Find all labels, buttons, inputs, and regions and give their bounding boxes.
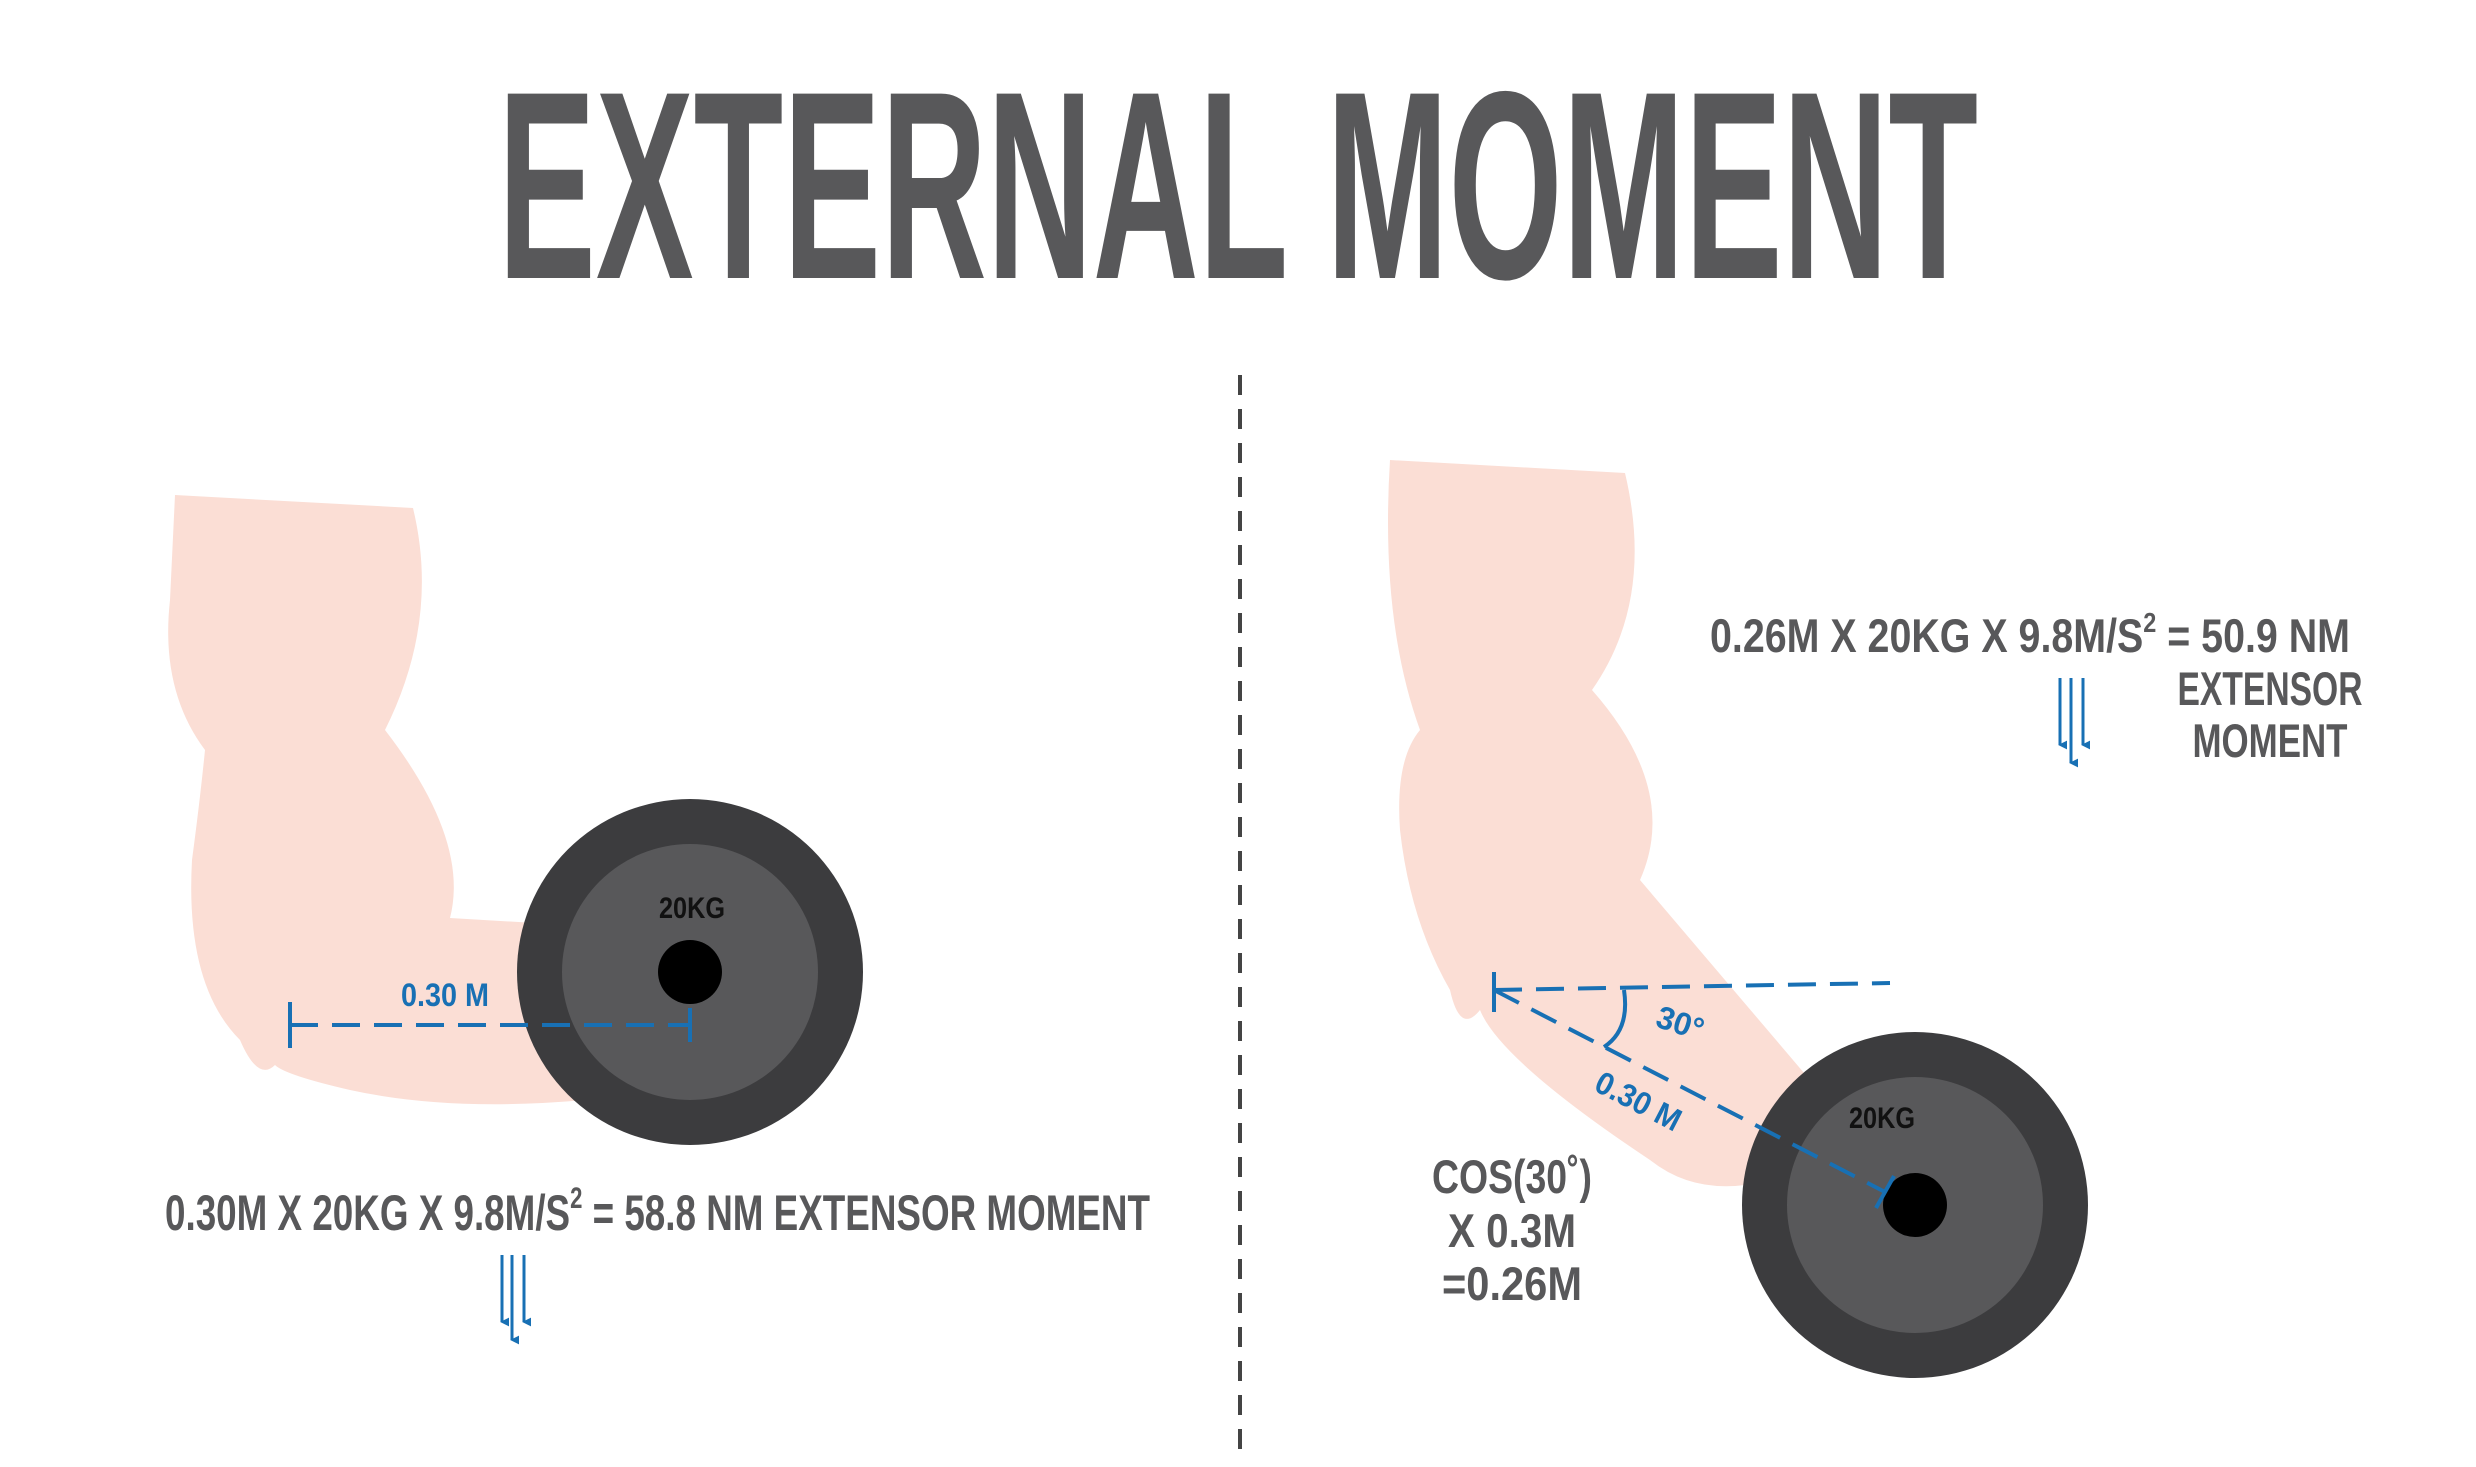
right-weight-plate: [1742, 1032, 2088, 1378]
page-title: EXTERNAL MOMENT: [498, 35, 1978, 335]
left-panel: 20KG 0.30 M 0.30M X 20KG X 9.8M/S2 = 58.…: [165, 495, 1150, 1345]
left-distance-label: 0.30 M: [401, 977, 489, 1013]
right-force-arrows: [2058, 678, 2091, 768]
right-formula-line3: MOMENT: [2193, 714, 2348, 767]
left-force-arrows: [500, 1255, 532, 1345]
right-panel: 20KG 0.30 M 30° 0.26M X 20KG X 9.8M/S2 =…: [1388, 460, 2363, 1378]
cos-line-2: X 0.3M: [1448, 1204, 1576, 1257]
right-plate-label: 20KG: [1849, 1102, 1915, 1135]
right-formula-line2: EXTENSOR: [2178, 662, 2363, 715]
cos-line-1: COS(30˚): [1432, 1150, 1592, 1203]
left-moment-arm: [288, 1002, 692, 1048]
left-weight-plate: [517, 799, 863, 1145]
right-formula: 0.26M X 20KG X 9.8M/S2 = 50.9 NM: [1710, 607, 2350, 662]
cos-line-3: =0.26M: [1442, 1257, 1582, 1310]
left-arm-shape: [168, 495, 585, 1105]
left-formula: 0.30M X 20KG X 9.8M/S2 = 58.8 NM EXTENSO…: [165, 1182, 1150, 1241]
right-moment-arm: [1493, 988, 1896, 1209]
angle-arc: [1602, 989, 1628, 1049]
left-plate-label: 20KG: [659, 892, 725, 925]
